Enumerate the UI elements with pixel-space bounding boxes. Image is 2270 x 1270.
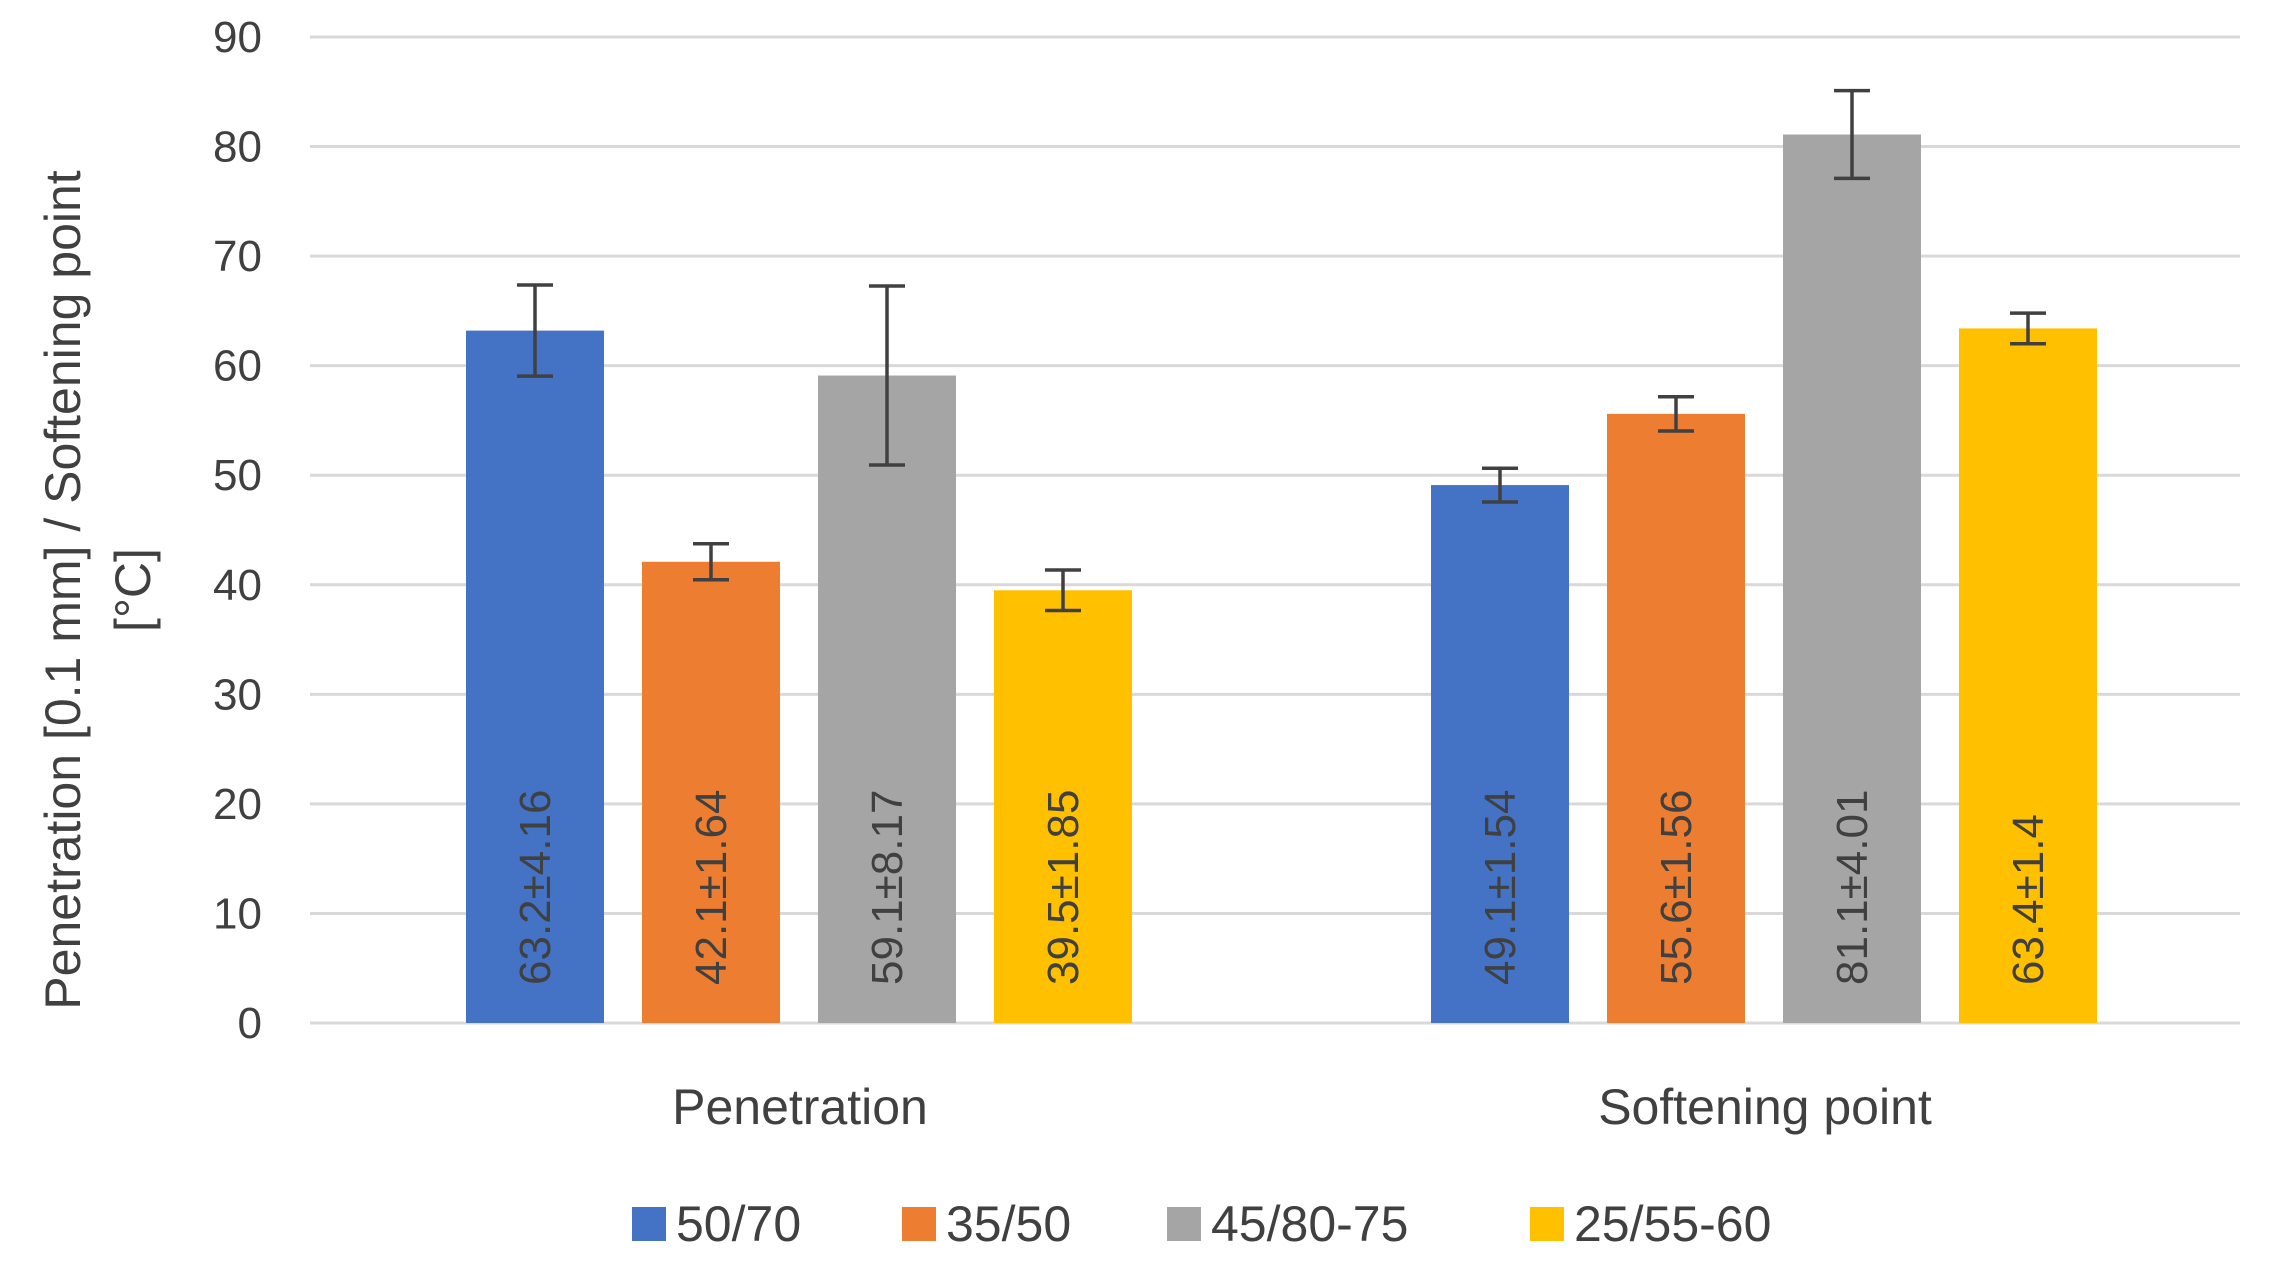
y-tick-label: 90 bbox=[213, 13, 262, 62]
legend-swatch bbox=[1167, 1207, 1201, 1241]
legend-label: 35/50 bbox=[946, 1196, 1071, 1252]
y-tick-label: 40 bbox=[213, 561, 262, 610]
y-axis-ticks: 0 10 20 30 40 50 60 70 80 90 bbox=[213, 13, 262, 1048]
y-tick-label: 0 bbox=[238, 999, 262, 1048]
legend-swatch bbox=[1530, 1207, 1564, 1241]
data-label: 55.6±1.56 bbox=[1652, 790, 1701, 985]
y-tick-label: 50 bbox=[213, 451, 262, 500]
data-label: 81.1±4.01 bbox=[1828, 790, 1877, 985]
y-tick-label: 60 bbox=[213, 342, 262, 391]
legend: 50/70 35/50 45/80-75 25/55-60 bbox=[632, 1196, 1771, 1252]
legend-label: 50/70 bbox=[676, 1196, 801, 1252]
legend-label: 25/55-60 bbox=[1574, 1196, 1771, 1252]
data-label: 63.2±4.16 bbox=[511, 790, 560, 985]
bar bbox=[818, 375, 956, 1023]
y-tick-label: 20 bbox=[213, 780, 262, 829]
y-axis-label-line: [°C] bbox=[105, 548, 161, 632]
y-tick-label: 30 bbox=[213, 670, 262, 719]
legend-swatch bbox=[902, 1207, 936, 1241]
error-bars bbox=[517, 88, 2046, 613]
data-labels: 63.2±4.16 49.1±1.54 42.1±1.64 55.6±1.56 59.1… bbox=[511, 790, 2053, 985]
y-axis-label: Penetration [0.1 mm] / Softening point [°… bbox=[35, 170, 161, 1009]
x-axis-categories: Penetration Softening point bbox=[672, 1079, 1932, 1135]
gridlines bbox=[310, 35, 2240, 1025]
x-category-label: Penetration bbox=[672, 1079, 928, 1135]
y-axis-label-line: Penetration [0.1 mm] / Softening point bbox=[35, 170, 91, 1009]
bar bbox=[466, 330, 604, 1023]
bar bbox=[994, 590, 1132, 1023]
bars bbox=[466, 134, 2097, 1024]
legend-swatch bbox=[632, 1207, 666, 1241]
legend-label: 45/80-75 bbox=[1211, 1196, 1408, 1252]
x-category-label: Softening point bbox=[1598, 1079, 1932, 1135]
data-label: 59.1±8.17 bbox=[863, 790, 912, 985]
bar bbox=[1959, 328, 2097, 1023]
bar bbox=[1607, 413, 1745, 1024]
data-label: 49.1±1.54 bbox=[1476, 790, 1525, 985]
y-tick-label: 10 bbox=[213, 889, 262, 938]
y-tick-label: 80 bbox=[213, 123, 262, 172]
bar bbox=[1783, 134, 1921, 1023]
bar bbox=[1431, 485, 1569, 1023]
bar bbox=[642, 561, 780, 1023]
data-label: 42.1±1.64 bbox=[687, 790, 736, 985]
data-label: 63.4±1.4 bbox=[2004, 814, 2053, 985]
data-label: 39.5±1.85 bbox=[1039, 790, 1088, 985]
y-tick-label: 70 bbox=[213, 232, 262, 281]
